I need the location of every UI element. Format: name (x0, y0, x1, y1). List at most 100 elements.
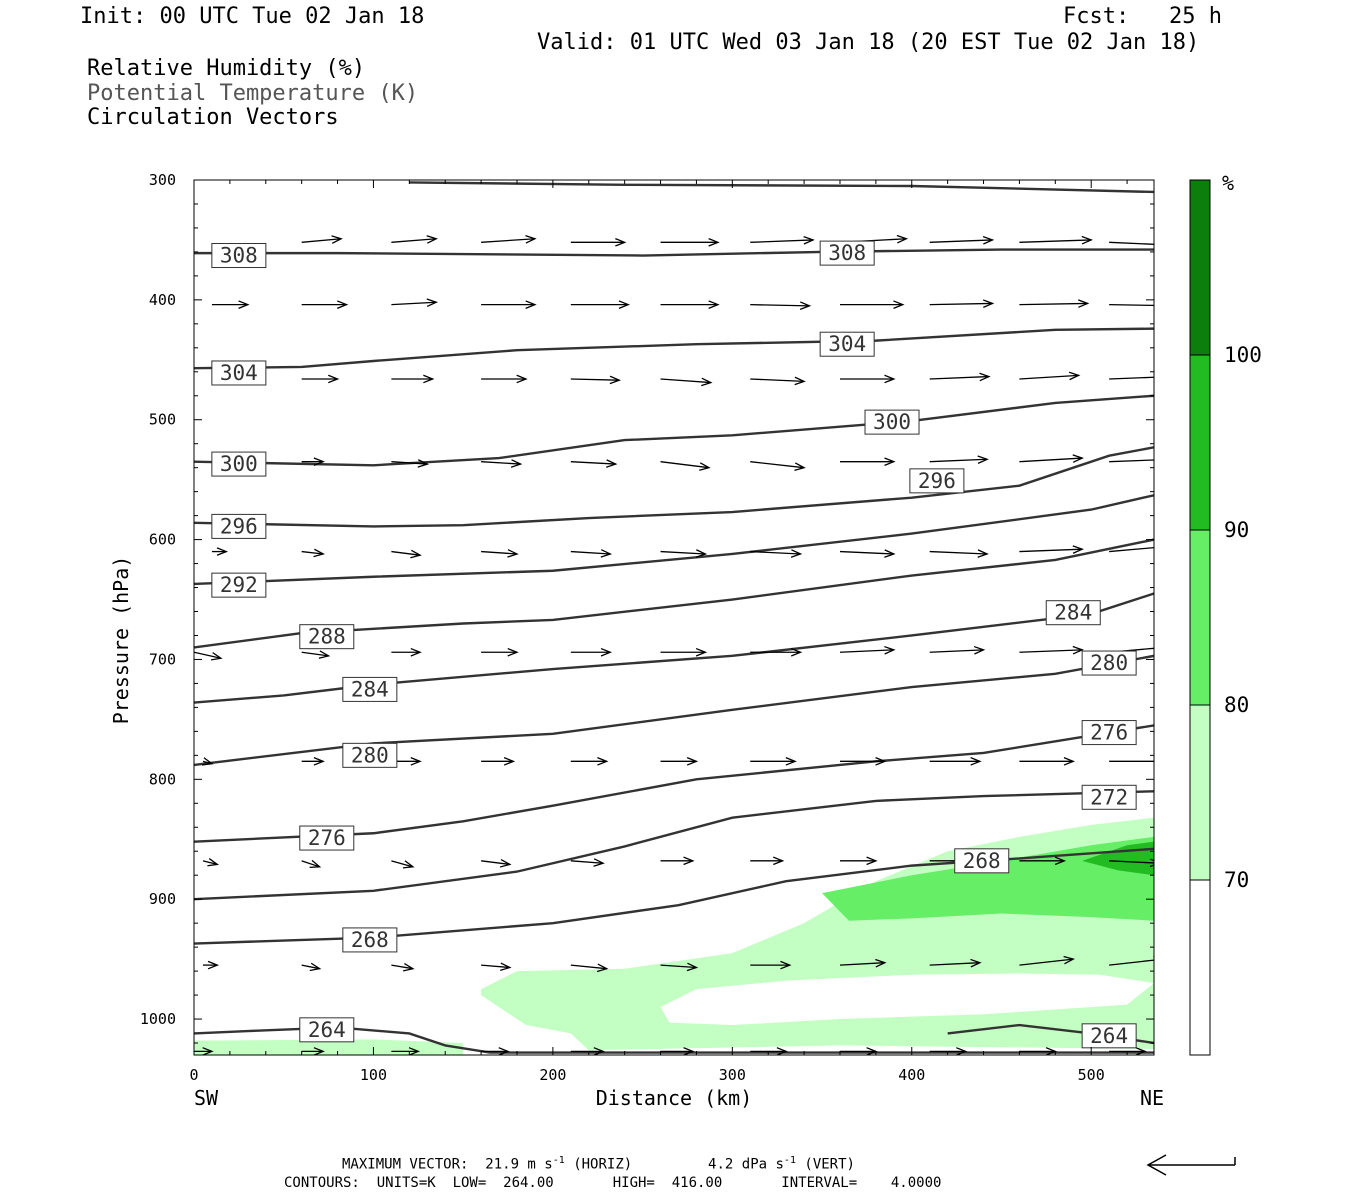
vector-head (1168, 543, 1178, 550)
ne-end-label: NE (1140, 1086, 1164, 1110)
theta-label-box (299, 624, 355, 650)
circulation-vector (301, 650, 331, 659)
vector-head (426, 235, 438, 244)
theta-label-304: 304 (211, 360, 267, 386)
circulation-vector (750, 235, 815, 245)
theta-label-box (819, 240, 875, 266)
vector-head (499, 859, 512, 868)
contour-info: CONTOURS: UNITS=K LOW= 264.00 HIGH= 416.… (284, 1175, 942, 1191)
x-tick-label: 200 (539, 1066, 566, 1084)
circulation-vector (211, 547, 229, 556)
vector-shaft (481, 964, 510, 969)
vector-head (1153, 757, 1154, 766)
y-tick-label: 500 (149, 411, 176, 429)
vector-shaft (660, 461, 710, 469)
sw-end-label: SW (194, 1086, 219, 1110)
vector-head (780, 960, 792, 970)
vector-head (1068, 371, 1081, 381)
circulation-vector (1019, 757, 1076, 766)
y-axis-title: Pressure (hPa) (109, 556, 133, 725)
vector-head (1063, 757, 1076, 766)
circulation-vector (1109, 459, 1154, 463)
circulation-vector (839, 856, 878, 866)
theta-label-284: 284 (1045, 600, 1101, 626)
theta-label-text: 272 (1090, 785, 1128, 809)
vector-head (884, 645, 896, 655)
vector-head (596, 963, 609, 973)
vector-head (207, 960, 220, 970)
vector-head (500, 962, 512, 972)
vector-shaft (1109, 546, 1154, 553)
circulation-vector (211, 300, 250, 309)
theta-label-box (1081, 650, 1137, 676)
vector-head (683, 1047, 695, 1055)
x-tick-label: 0 (189, 1066, 198, 1084)
vector-shaft (660, 550, 706, 555)
vector-head (597, 757, 609, 766)
vector-head (336, 300, 349, 309)
vector-shaft (570, 550, 611, 555)
circulation-vector (750, 301, 812, 310)
field-relative-humidity: Relative Humidity (%) (87, 56, 366, 81)
vector-head (884, 374, 896, 384)
vector-shaft (750, 550, 801, 555)
vector-head (525, 300, 537, 309)
vector-head (600, 549, 613, 558)
vector-head (695, 647, 708, 657)
theta-label-280: 280 (1081, 650, 1137, 676)
vector-shaft (750, 378, 805, 383)
field-circulation-vectors: Circulation Vectors (87, 105, 339, 130)
vector-shaft (839, 962, 885, 966)
vector-head (977, 549, 989, 558)
vector-head (313, 757, 325, 766)
theta-label-box (1081, 1023, 1137, 1049)
circulation-vector (481, 1047, 510, 1055)
theta-label-text: 276 (308, 826, 346, 850)
vector-shaft (391, 461, 428, 465)
circulation-vector (750, 461, 806, 471)
circulation-vector (839, 374, 896, 384)
circulation-vector (194, 1047, 214, 1055)
x-tick-label: 400 (898, 1066, 925, 1084)
circulation-vector (481, 962, 512, 972)
vector-shaft (481, 461, 521, 465)
vector-head (884, 549, 896, 558)
circulation-vector (750, 856, 785, 866)
colorbar-level-label: 100 (1224, 343, 1262, 367)
circulation-vector (301, 962, 322, 972)
circulation-vector (750, 960, 792, 970)
reference-vector-arrow (1146, 1154, 1236, 1176)
theta-label-text: 288 (308, 625, 346, 649)
circulation-vector (929, 549, 989, 558)
vector-head (210, 652, 223, 661)
circulation-vector (1109, 376, 1154, 380)
colorbar-segment (1189, 179, 1211, 356)
theta-label-box (211, 451, 267, 477)
circulation-vector (660, 757, 699, 766)
vector-head (896, 234, 909, 244)
circulation-vector (481, 859, 512, 868)
vector-head (1149, 858, 1154, 868)
circulation-vector (750, 549, 803, 558)
theta-label-box (954, 848, 1010, 874)
theta-label-text: 268 (963, 849, 1001, 873)
theta-label-284: 284 (342, 676, 398, 702)
theta-label-text: 276 (1090, 721, 1128, 745)
valid-time: Valid: 01 UTC Wed 03 Jan 18 (20 EST Tue … (537, 30, 1200, 55)
theta-label-264: 264 (1081, 1023, 1137, 1049)
circulation-vector (570, 647, 613, 657)
circulation-vector (570, 238, 627, 247)
circulation-vector (570, 549, 613, 558)
theta-label-text: 280 (1090, 651, 1128, 675)
theta-label-text: 296 (220, 514, 258, 538)
vector-shaft (570, 378, 620, 381)
vector-head (1063, 955, 1075, 965)
circulation-vector (1109, 304, 1154, 307)
circulation-vector (1019, 545, 1084, 554)
vector-head (982, 299, 995, 308)
rh-region-below-70 (660, 973, 1154, 1026)
vector-head (875, 958, 887, 968)
vector-head (417, 459, 430, 468)
circulation-vector (391, 549, 422, 559)
theta-label-272: 272 (1081, 784, 1137, 810)
